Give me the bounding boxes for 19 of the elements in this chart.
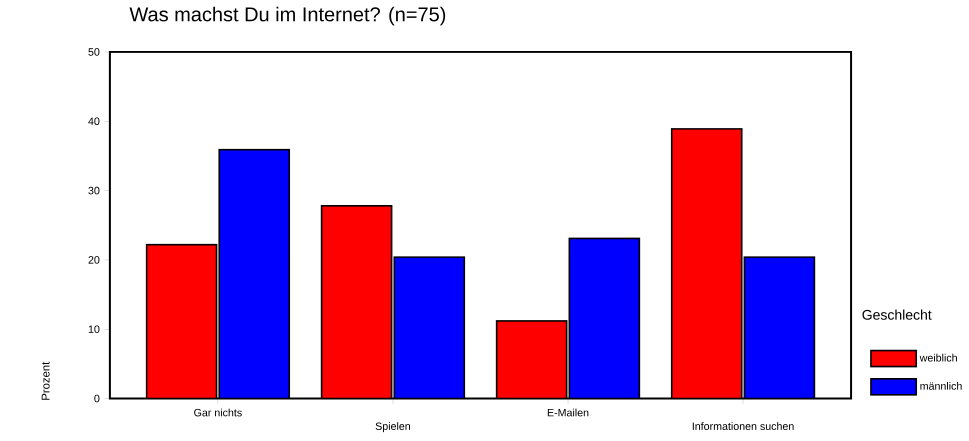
- bar: [320, 205, 392, 399]
- legend-label: männlich: [920, 382, 962, 390]
- y-tick-label: 50: [88, 48, 100, 56]
- x-tick-label: E-Mailen: [548, 408, 588, 417]
- y-tick-label: 20: [88, 256, 100, 264]
- x-tick-label: Gar nichts: [194, 408, 242, 417]
- legend-label: weiblich: [920, 354, 957, 362]
- bar: [146, 244, 218, 399]
- y-tick-label: 40: [88, 118, 100, 126]
- legend-title: Geschlecht: [862, 310, 932, 320]
- y-tick-label: 10: [88, 326, 100, 334]
- y-tick-label: 30: [88, 187, 100, 195]
- y-tick-label: 0: [94, 395, 100, 403]
- chart-title: Was machst Du im Internet? (n=75): [130, 7, 446, 26]
- x-tick-label: Informationen suchen: [692, 422, 794, 430]
- y-axis-title: Prozent: [42, 362, 50, 400]
- bar: [670, 128, 743, 399]
- x-tick-label: Spielen: [376, 422, 410, 432]
- bar: [496, 320, 568, 399]
